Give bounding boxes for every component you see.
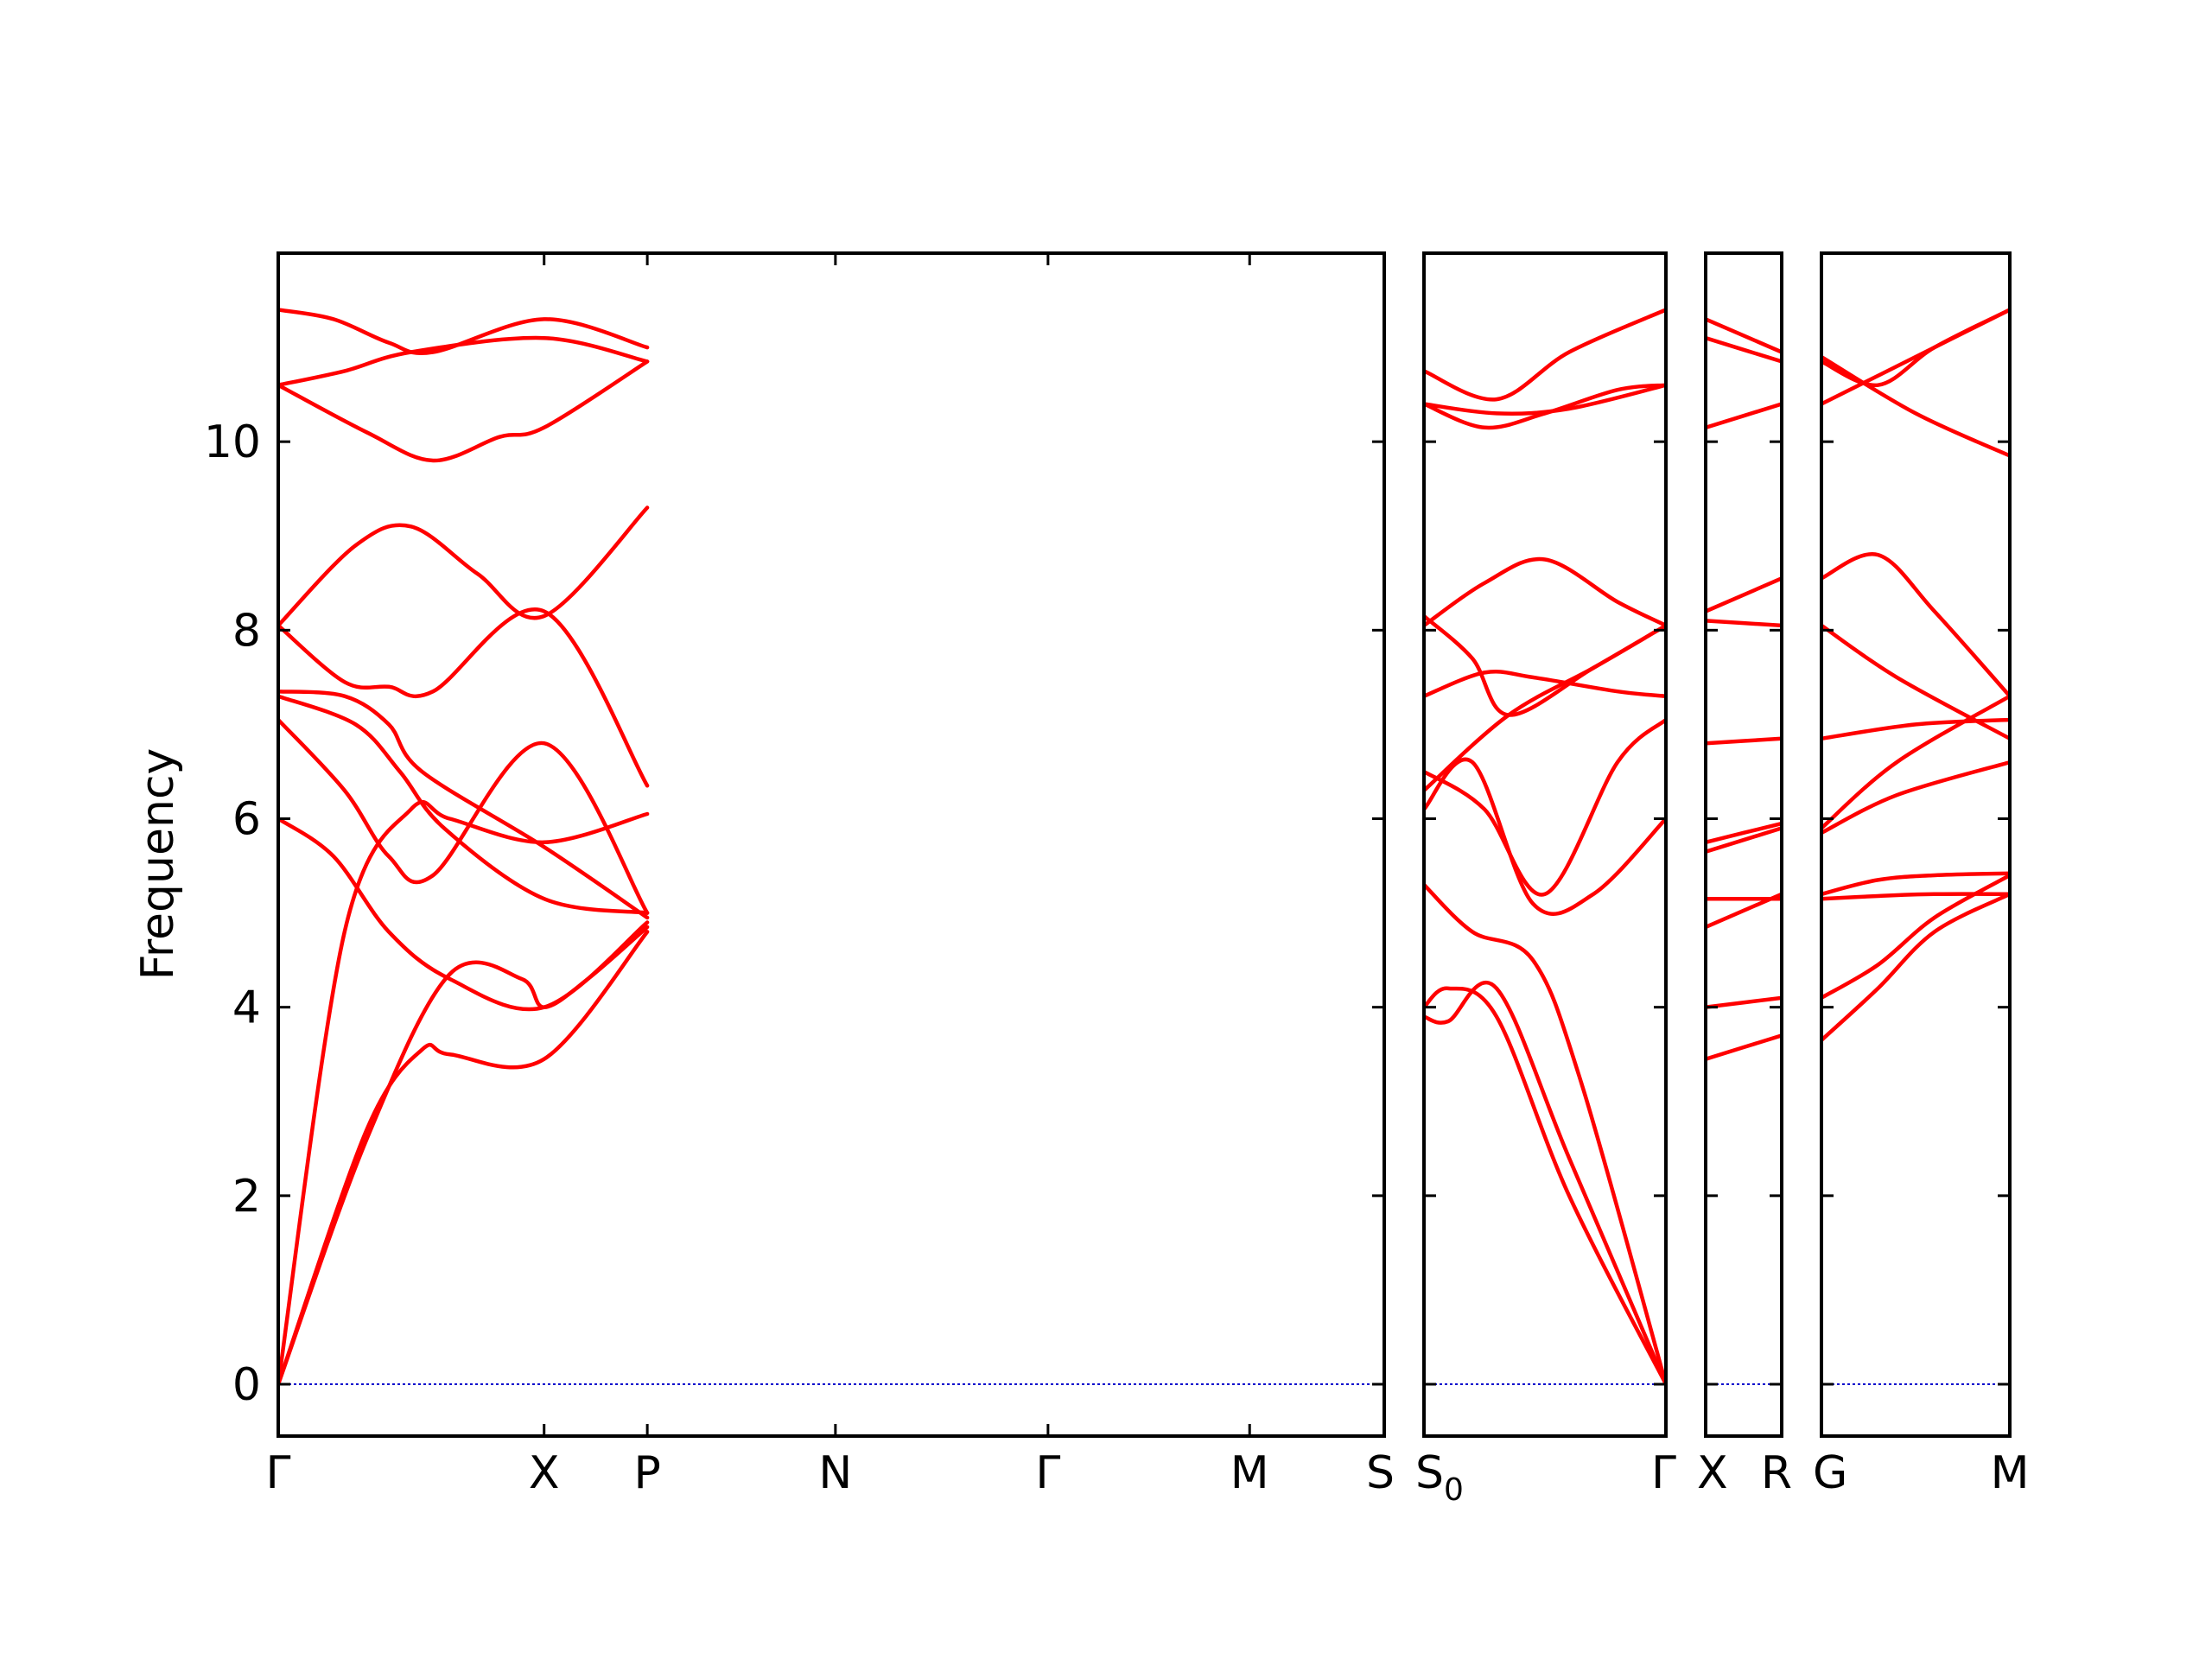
phonon-band-6 bbox=[1821, 694, 2010, 830]
phonon-band-5 bbox=[278, 717, 650, 915]
phonon-band-2 bbox=[278, 930, 650, 1387]
phonon-band-7 bbox=[1821, 717, 2010, 741]
panel-frame bbox=[1704, 251, 1783, 1438]
phonon-band-1 bbox=[1424, 986, 1666, 1387]
band-group bbox=[1821, 308, 2010, 1043]
x-tick-label: S0 bbox=[1415, 1447, 1464, 1508]
phonon-band-12 bbox=[1706, 317, 1782, 354]
x-tick-label: Γ bbox=[266, 1447, 291, 1499]
y-axis-label: Frequency bbox=[132, 748, 184, 981]
panel-frame bbox=[1820, 251, 2012, 1438]
band-group bbox=[1706, 317, 1782, 1061]
x-tick-label: Γ bbox=[1651, 1447, 1676, 1499]
panel-3 bbox=[1704, 251, 1783, 1438]
phonon-band-3 bbox=[278, 799, 650, 1387]
x-tick-label: M bbox=[1991, 1447, 2030, 1499]
phonon-band-12 bbox=[1821, 308, 2010, 406]
y-tick-label: 4 bbox=[232, 982, 261, 1034]
phonon-band-10 bbox=[278, 359, 650, 463]
phonon-band-8 bbox=[1706, 619, 1782, 628]
y-axis-title: Frequency bbox=[132, 748, 184, 981]
band-group bbox=[278, 308, 650, 1387]
y-tick-label: 8 bbox=[232, 605, 261, 657]
phonon-band-11 bbox=[1424, 383, 1666, 416]
y-tick-label: 10 bbox=[204, 416, 261, 468]
y-tick-labels: 0 2 4 6 8 10 bbox=[204, 416, 261, 1411]
phonon-band-7 bbox=[1424, 669, 1666, 698]
phonon-band-12 bbox=[1424, 308, 1666, 402]
phonon-band-7 bbox=[1706, 736, 1782, 746]
y-tick-label: 6 bbox=[232, 794, 261, 846]
panel-1 bbox=[276, 251, 1386, 1438]
phonon-band-10 bbox=[1706, 402, 1782, 430]
phonon-band-3 bbox=[1424, 882, 1666, 1387]
x-tick-label: R bbox=[1761, 1447, 1792, 1499]
phonon-band-7 bbox=[278, 689, 650, 920]
x-tick-label: M bbox=[1230, 1447, 1269, 1499]
panel-frame bbox=[1422, 251, 1668, 1438]
x-tick-label: S bbox=[1366, 1447, 1395, 1499]
panel-4 bbox=[1820, 251, 2012, 1438]
phonon-band-4 bbox=[1821, 871, 2010, 897]
phonon-band-11 bbox=[1706, 335, 1782, 364]
panels bbox=[276, 251, 2012, 1438]
phonon-band-6 bbox=[1706, 821, 1782, 845]
phonon-band-5 bbox=[1424, 717, 1666, 897]
panel-2 bbox=[1422, 251, 1668, 1438]
phonon-band-4 bbox=[1424, 757, 1666, 916]
phonon-band-9 bbox=[1821, 551, 2010, 698]
phonon-band-8 bbox=[1821, 623, 2010, 741]
x-tick-label: G bbox=[1813, 1447, 1847, 1499]
x-tick-label: P bbox=[633, 1447, 660, 1499]
phonon-band-5 bbox=[1706, 826, 1782, 854]
panel-frame bbox=[276, 251, 1386, 1438]
phonon-band-2 bbox=[1706, 995, 1782, 1009]
phonon-band-1 bbox=[1706, 1033, 1782, 1061]
phonon-band-11 bbox=[278, 335, 650, 387]
x-tick-label: N bbox=[818, 1447, 852, 1499]
phonon-band-3 bbox=[1706, 892, 1782, 930]
phonon-band-9 bbox=[1706, 576, 1782, 613]
phonon-band-12 bbox=[278, 308, 650, 355]
phonon-band-3 bbox=[1821, 892, 2010, 901]
phonon-band-10 bbox=[1821, 354, 2010, 458]
phonon-band-6 bbox=[278, 694, 650, 915]
phonon-band-2 bbox=[1424, 980, 1666, 1387]
x-tick-label: X bbox=[529, 1447, 560, 1499]
phonon-band-6 bbox=[1424, 623, 1666, 793]
y-tick-label: 2 bbox=[232, 1171, 261, 1223]
phonon-band-2 bbox=[1821, 873, 2010, 1001]
phonon-band-8 bbox=[278, 607, 650, 788]
x-tick-label: X bbox=[1697, 1447, 1728, 1499]
phonon-band-9 bbox=[1424, 556, 1666, 628]
phonon-band-9 bbox=[278, 505, 650, 628]
y-tick-label: 0 bbox=[232, 1359, 261, 1411]
phonon-band-8 bbox=[1424, 613, 1666, 717]
x-tick-label: Γ bbox=[1035, 1447, 1060, 1499]
band-group bbox=[1424, 308, 1666, 1387]
phonon-band-4 bbox=[278, 817, 650, 1012]
x-tick-labels: Γ X P N Γ M S S0 Γ X R G M bbox=[266, 1447, 2030, 1508]
phonon-band-1 bbox=[1821, 892, 2010, 1043]
phonon-band-5 bbox=[1821, 760, 2010, 836]
